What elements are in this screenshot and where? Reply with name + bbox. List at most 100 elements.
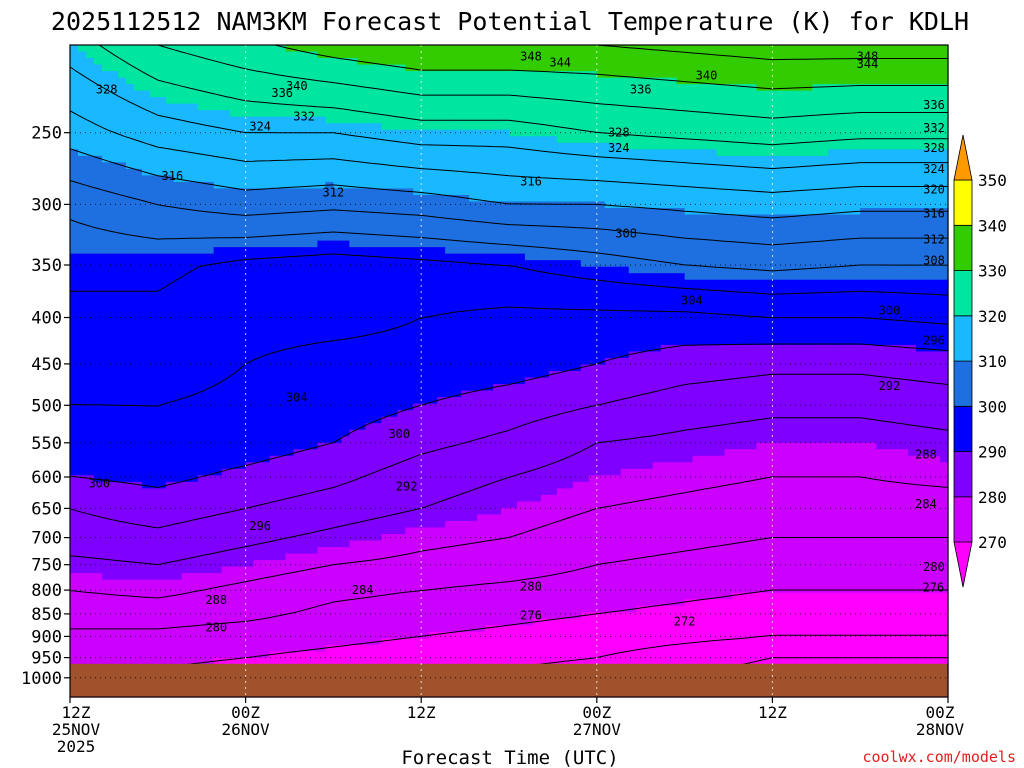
field-cell — [413, 155, 422, 163]
field-cell — [349, 325, 358, 333]
field-cell — [828, 71, 837, 79]
field-cell — [93, 97, 103, 105]
field-cell — [125, 123, 135, 131]
field-cell — [453, 194, 462, 203]
field-cell — [932, 97, 941, 105]
field-cell — [469, 240, 478, 248]
field-cell — [221, 208, 231, 216]
field-cell — [461, 90, 470, 98]
field-cell — [101, 181, 111, 190]
field-cell — [397, 292, 406, 300]
field-cell — [325, 318, 334, 326]
field-cell — [269, 168, 279, 176]
field-cell — [429, 299, 438, 307]
field-cell — [524, 305, 534, 313]
field-cell — [109, 312, 119, 320]
field-cell — [836, 181, 845, 190]
field-cell — [357, 136, 366, 144]
field-cell — [852, 266, 861, 274]
field-cell — [157, 253, 167, 261]
field-cell — [764, 45, 773, 53]
field-cell — [245, 240, 255, 248]
field-cell — [524, 142, 534, 150]
field-cell — [604, 58, 614, 66]
field-cell — [229, 208, 239, 216]
field-cell — [413, 227, 422, 235]
field-cell — [612, 168, 622, 176]
field-cell — [413, 116, 422, 124]
field-cell — [213, 51, 223, 59]
field-cell — [221, 64, 231, 72]
field-cell — [764, 286, 773, 294]
field-cell — [516, 162, 526, 170]
field-cell — [229, 90, 239, 98]
field-cell — [844, 221, 853, 229]
field-cell — [237, 188, 247, 196]
field-cell — [333, 51, 342, 59]
field-cell — [125, 234, 135, 242]
field-cell — [149, 97, 159, 105]
field-cell — [437, 136, 446, 144]
field-cell — [820, 279, 829, 287]
field-cell — [373, 116, 382, 124]
field-cell — [540, 136, 550, 144]
field-cell — [293, 299, 303, 307]
field-cell — [700, 84, 710, 92]
field-cell — [900, 136, 909, 144]
field-cell — [237, 266, 247, 274]
field-cell — [740, 181, 750, 190]
field-cell — [548, 260, 558, 268]
field-cell — [940, 292, 949, 300]
field-cell — [365, 292, 374, 300]
field-cell — [285, 266, 295, 274]
field-cell — [101, 162, 111, 170]
field-cell — [748, 51, 758, 59]
field-cell — [676, 110, 686, 118]
field-cell — [740, 103, 750, 111]
field-cell — [349, 331, 358, 339]
field-cell — [732, 253, 742, 261]
field-cell — [716, 129, 726, 137]
field-cell — [261, 64, 271, 72]
field-cell — [884, 155, 893, 163]
field-cell — [620, 201, 630, 209]
field-cell — [365, 116, 374, 124]
field-cell — [708, 227, 718, 235]
field-cell — [477, 103, 486, 111]
field-cell — [692, 84, 702, 92]
field-cell — [900, 110, 909, 118]
field-cell — [373, 97, 382, 105]
field-cell — [516, 227, 526, 235]
field-cell — [628, 273, 638, 281]
field-cell — [684, 325, 694, 333]
field-cell — [604, 181, 614, 190]
field-cell — [277, 188, 287, 196]
field-cell — [572, 331, 582, 339]
field-cell — [748, 318, 758, 326]
field-cell — [445, 273, 454, 281]
field-cell — [453, 175, 462, 183]
field-cell — [892, 71, 901, 79]
field-cell — [293, 312, 303, 320]
field-cell — [716, 292, 726, 300]
field-cell — [700, 77, 710, 85]
field-cell — [836, 221, 845, 229]
field-cell — [437, 318, 446, 326]
field-cell — [532, 208, 542, 216]
field-cell — [181, 45, 191, 53]
field-cell — [205, 90, 215, 98]
field-cell — [844, 247, 853, 255]
field-cell — [229, 58, 239, 66]
field-cell — [644, 116, 654, 124]
field-cell — [604, 45, 614, 53]
field-cell — [389, 266, 398, 274]
field-cell — [213, 110, 223, 118]
field-cell — [101, 318, 111, 326]
field-cell — [469, 71, 478, 79]
field-cell — [716, 162, 726, 170]
field-cell — [341, 318, 350, 326]
field-cell — [676, 97, 686, 105]
field-cell — [165, 331, 175, 339]
field-cell — [804, 201, 813, 209]
field-cell — [317, 162, 327, 170]
